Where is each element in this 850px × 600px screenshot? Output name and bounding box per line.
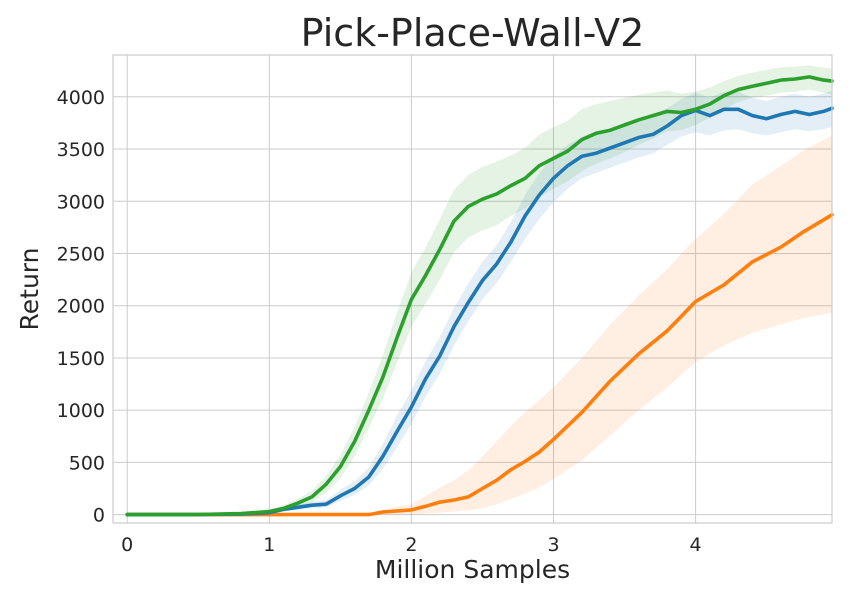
y-tick-label: 500 bbox=[69, 452, 105, 474]
y-tick-labels: 0 500 1000 1500 2000 2500 3000 3500 4000 bbox=[57, 87, 105, 527]
x-tick-labels: 0 1 2 3 4 bbox=[121, 534, 701, 556]
x-tick-label: 3 bbox=[547, 534, 559, 556]
plot-frame bbox=[112, 54, 833, 524]
x-tick-label: 1 bbox=[263, 534, 275, 556]
y-tick-label: 0 bbox=[93, 505, 105, 527]
confidence-bands bbox=[127, 65, 832, 515]
series-line-2 bbox=[125, 75, 834, 517]
y-tick-label: 1000 bbox=[57, 400, 105, 422]
series-line-0 bbox=[125, 213, 834, 517]
y-tick-label: 1500 bbox=[57, 348, 105, 370]
y-tick-label: 2000 bbox=[57, 296, 105, 318]
series-line-1 bbox=[125, 106, 834, 517]
y-axis-label: Return bbox=[15, 248, 44, 331]
x-tick-label: 0 bbox=[121, 534, 133, 556]
series-band-1 bbox=[127, 90, 832, 515]
y-tick-label: 3000 bbox=[57, 191, 105, 213]
series-lines bbox=[125, 75, 834, 517]
y-tick-label: 2500 bbox=[57, 243, 105, 265]
x-tick-label: 4 bbox=[690, 534, 702, 556]
y-tick-label: 3500 bbox=[57, 139, 105, 161]
x-tick-label: 2 bbox=[405, 534, 417, 556]
y-tick-label: 4000 bbox=[57, 87, 105, 109]
chart-title: Pick-Place-Wall-V2 bbox=[301, 11, 645, 55]
x-axis-label: Million Samples bbox=[375, 555, 570, 584]
series-band-0 bbox=[127, 135, 832, 515]
